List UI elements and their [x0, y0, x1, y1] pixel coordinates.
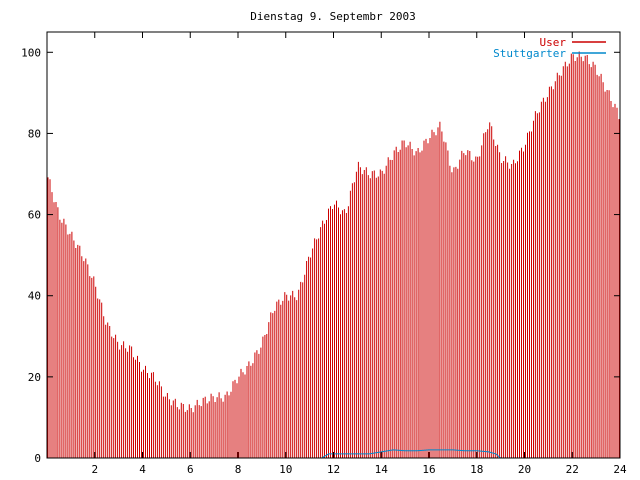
chart-title: Dienstag 9. Septembr 2003 [250, 10, 416, 23]
user-series [47, 51, 620, 458]
y-tick-label: 100 [21, 46, 41, 59]
legend-label-stuttgarter: Stuttgarter [493, 47, 566, 60]
x-axis: 2 4 6 8 10 12 14 16 18 20 22 24 [91, 32, 627, 476]
x-tick-label: 24 [613, 463, 627, 476]
y-tick-label: 20 [28, 371, 41, 384]
x-tick-label: 14 [375, 463, 389, 476]
plot-frame [46, 31, 621, 459]
legend-label-user: User [540, 36, 567, 49]
x-tick-label: 8 [235, 463, 242, 476]
y-tick-label: 80 [28, 127, 41, 140]
stuttgarter-series [47, 449, 620, 459]
x-tick-label: 10 [279, 463, 292, 476]
x-tick-label: 18 [470, 463, 483, 476]
x-tick-label: 12 [327, 463, 340, 476]
y-tick-label: 60 [28, 209, 41, 222]
y-tick-label: 0 [34, 452, 41, 465]
x-tick-label: 2 [91, 463, 98, 476]
x-tick-label: 20 [518, 463, 531, 476]
x-tick-label: 16 [422, 463, 435, 476]
legend: User Stuttgarter [493, 36, 606, 60]
y-tick-label: 40 [28, 290, 41, 303]
y-axis: 0 20 40 60 80 100 [21, 46, 620, 465]
x-tick-label: 4 [139, 463, 146, 476]
x-tick-label: 22 [566, 463, 579, 476]
stuttgarter-line [47, 449, 620, 459]
x-tick-label: 6 [187, 463, 194, 476]
